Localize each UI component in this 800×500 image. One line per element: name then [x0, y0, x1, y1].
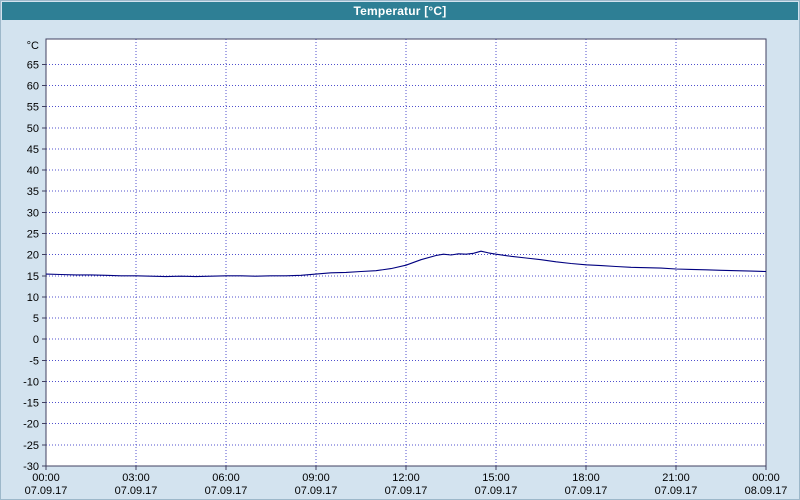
x-tick-date-label: 07.09.17 — [475, 485, 518, 497]
x-tick-time-label: 00:00 — [752, 472, 780, 484]
y-tick-label: 25 — [27, 228, 39, 240]
y-tick-label: 50 — [27, 123, 39, 135]
x-tick-time-label: 12:00 — [392, 472, 420, 484]
y-tick-label: 10 — [27, 292, 39, 304]
y-tick-label: 15 — [27, 271, 39, 283]
x-tick-date-label: 08.09.17 — [745, 485, 788, 497]
x-tick-time-label: 21:00 — [662, 472, 690, 484]
y-tick-label: -5 — [29, 355, 39, 367]
y-tick-label: 60 — [27, 81, 39, 93]
temperature-line — [45, 250, 767, 278]
plot-border — [45, 38, 767, 467]
x-tick-date-label: 07.09.17 — [385, 485, 428, 497]
x-tick-time-label: 06:00 — [212, 472, 240, 484]
x-tick-date-label: 07.09.17 — [205, 485, 248, 497]
y-tick-label: -30 — [23, 461, 39, 473]
x-tick-date-label: 07.09.17 — [565, 485, 608, 497]
y-tick-label: -15 — [23, 398, 39, 410]
chart-title: Temperatur [°C] — [353, 4, 447, 18]
chart-plot-container: °C 65 60 55 50 45 40 35 30 25 20 15 10 5 0 -5 -10 -15 -20-… — [1, 19, 800, 500]
y-tick-label: 20 — [27, 250, 39, 262]
x-tick-date-label: 07.09.17 — [115, 485, 158, 497]
y-tick-label: 65 — [27, 59, 39, 71]
x-tick-date-label: 07.09.17 — [655, 485, 698, 497]
y-tick-label: -25 — [23, 440, 39, 452]
y-axis-unit-label: °C — [27, 40, 39, 52]
y-tick-label: 30 — [27, 207, 39, 219]
x-tick-time-label: 15:00 — [482, 472, 510, 484]
y-tick-label: -10 — [23, 376, 39, 388]
temperature-line-chart: °C65605550454035302520151050-5-10-15-20-… — [23, 38, 788, 497]
y-tick-label: 45 — [27, 144, 39, 156]
y-tick-label: 5 — [33, 313, 39, 325]
x-tick-time-label: 00:00 — [32, 472, 60, 484]
x-tick-time-label: 03:00 — [122, 472, 150, 484]
x-tick-date-label: 07.09.17 — [25, 485, 68, 497]
x-tick-time-label: 18:00 — [572, 472, 600, 484]
y-tick-label: 0 — [33, 334, 39, 346]
y-tick-label: 35 — [27, 186, 39, 198]
y-tick-label: 55 — [27, 102, 39, 114]
x-tick-date-label: 07.09.17 — [295, 485, 338, 497]
x-tick-time-label: 09:00 — [302, 472, 330, 484]
y-tick-label: 40 — [27, 165, 39, 177]
y-tick-label: -20 — [23, 419, 39, 431]
chart-title-bar: Temperatur [°C] — [2, 2, 798, 20]
